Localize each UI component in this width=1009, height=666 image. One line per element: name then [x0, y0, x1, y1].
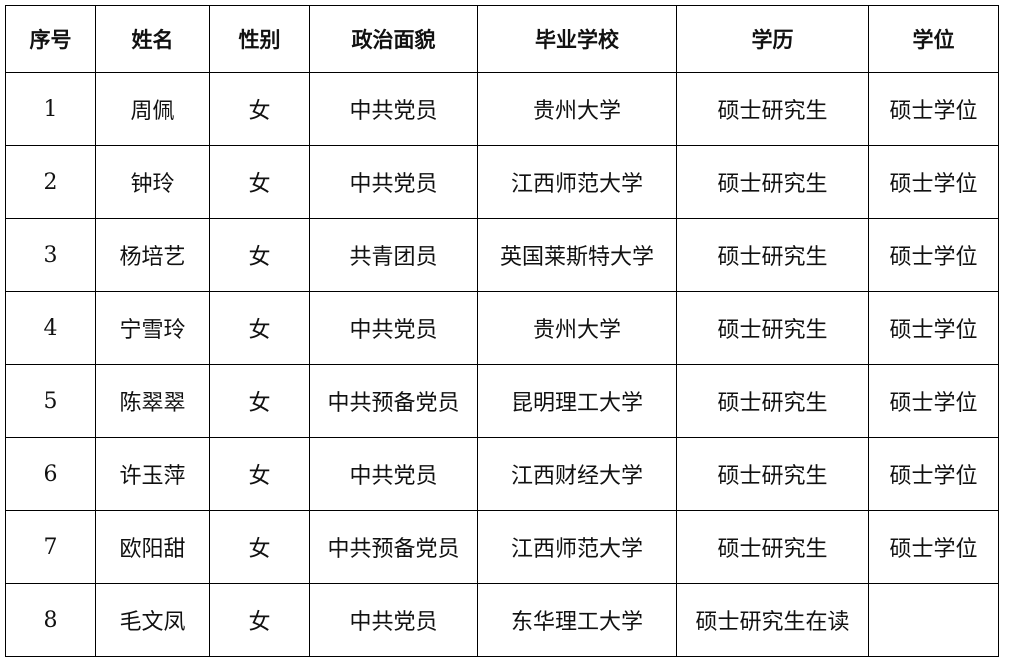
table-row: 4 宁雪玲女中共党员 贵州大学 硕士研究生 硕士学位 — [5, 291, 999, 365]
cell-name: 许玉萍 — [95, 437, 210, 511]
cell-political-status: 共青团员 — [309, 218, 478, 292]
cell-education: 硕士研究生 — [676, 291, 869, 365]
cell-graduate-school: 江西财经大学 — [477, 437, 677, 511]
cell-name: 钟玲 — [95, 145, 210, 219]
cell-degree: 硕士学位 — [868, 218, 999, 292]
table-row: 1 周佩女中共党员 贵州大学 硕士研究生 硕士学位 — [5, 72, 999, 146]
header-name: 姓名 — [95, 5, 210, 73]
cell-education: 硕士研究生 — [676, 437, 869, 511]
cell-political-status: 中共党员 — [309, 72, 478, 146]
cell-name: 陈翠翠 — [95, 364, 210, 438]
cell-education: 硕士研究生 — [676, 218, 869, 292]
cell-graduate-school: 东华理工大学 — [477, 583, 677, 657]
cell-degree — [868, 583, 999, 657]
table-row: 6 许玉萍女中共党员 江西财经大学 硕士研究生 硕士学位 — [5, 437, 999, 511]
table-row: 2 钟玲女中共党员 江西师范大学 硕士研究生 硕士学位 — [5, 145, 999, 219]
cell-gender: 女 — [209, 364, 310, 438]
cell-index: 1 — [5, 72, 96, 146]
header-political-status: 政治面貌 — [309, 5, 478, 73]
table-row: 5 陈翠翠女中共预备党员 昆明理工大学 硕士研究生 硕士学位 — [5, 364, 999, 438]
cell-degree: 硕士学位 — [868, 145, 999, 219]
cell-name: 欧阳甜 — [95, 510, 210, 584]
cell-political-status: 中共党员 — [309, 437, 478, 511]
cell-index: 2 — [5, 145, 96, 219]
cell-gender: 女 — [209, 437, 310, 511]
cell-gender: 女 — [209, 291, 310, 365]
cell-graduate-school: 江西师范大学 — [477, 145, 677, 219]
header-gender: 性别 — [209, 5, 310, 73]
cell-education: 硕士研究生 — [676, 145, 869, 219]
cell-index: 8 — [5, 583, 96, 657]
header-graduate-school: 毕业学校 — [477, 5, 677, 73]
cell-gender: 女 — [209, 218, 310, 292]
cell-degree: 硕士学位 — [868, 364, 999, 438]
cell-education: 硕士研究生 — [676, 72, 869, 146]
table-row: 7 欧阳甜女中共预备党员 江西师范大学 硕士研究生 硕士学位 — [5, 510, 999, 584]
table-header-row: 序号 姓名 性别 政治面貌 毕业学校 学历 学位 — [5, 5, 999, 73]
cell-political-status: 中共党员 — [309, 291, 478, 365]
cell-political-status: 中共预备党员 — [309, 510, 478, 584]
cell-degree: 硕士学位 — [868, 437, 999, 511]
cell-education: 硕士研究生 — [676, 364, 869, 438]
cell-index: 6 — [5, 437, 96, 511]
cell-degree: 硕士学位 — [868, 291, 999, 365]
header-degree: 学位 — [868, 5, 999, 73]
cell-gender: 女 — [209, 145, 310, 219]
cell-degree: 硕士学位 — [868, 510, 999, 584]
cell-political-status: 中共预备党员 — [309, 364, 478, 438]
cell-name: 杨培艺 — [95, 218, 210, 292]
cell-index: 5 — [5, 364, 96, 438]
cell-graduate-school: 英国莱斯特大学 — [477, 218, 677, 292]
table-row: 8 毛文凤女中共党员 东华理工大学 硕士研究生在读 — [5, 583, 999, 657]
cell-gender: 女 — [209, 583, 310, 657]
cell-name: 宁雪玲 — [95, 291, 210, 365]
cell-index: 7 — [5, 510, 96, 584]
cell-political-status: 中共党员 — [309, 583, 478, 657]
cell-gender: 女 — [209, 510, 310, 584]
header-education: 学历 — [676, 5, 869, 73]
cell-graduate-school: 昆明理工大学 — [477, 364, 677, 438]
personnel-table: 序号 姓名 性别 政治面貌 毕业学校 学历 学位 1 周佩女中共党员 贵州大学 硕士研究生 硕士学位… — [5, 5, 999, 657]
cell-education: 硕士研究生 — [676, 510, 869, 584]
cell-graduate-school: 江西师范大学 — [477, 510, 677, 584]
cell-name: 毛文凤 — [95, 583, 210, 657]
cell-graduate-school: 贵州大学 — [477, 72, 677, 146]
cell-degree: 硕士学位 — [868, 72, 999, 146]
header-index: 序号 — [5, 5, 96, 73]
cell-political-status: 中共党员 — [309, 145, 478, 219]
cell-gender: 女 — [209, 72, 310, 146]
cell-education: 硕士研究生在读 — [676, 583, 869, 657]
cell-index: 3 — [5, 218, 96, 292]
table-row: 3 杨培艺女共青团员 英国莱斯特大学 硕士研究生 硕士学位 — [5, 218, 999, 292]
cell-name: 周佩 — [95, 72, 210, 146]
cell-graduate-school: 贵州大学 — [477, 291, 677, 365]
cell-index: 4 — [5, 291, 96, 365]
